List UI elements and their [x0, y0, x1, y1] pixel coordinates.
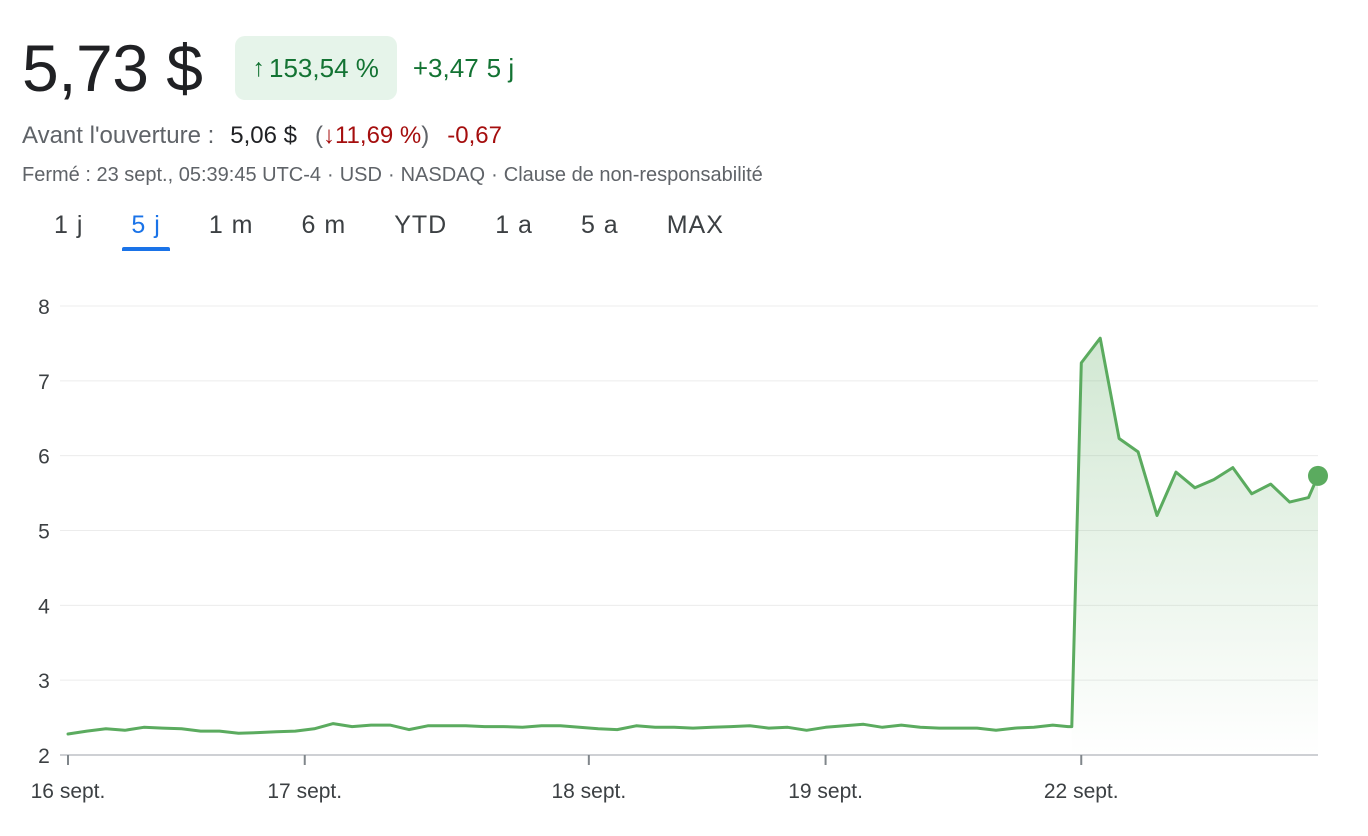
x-tick-label: 16 sept.	[31, 780, 106, 803]
x-tick-label: 17 sept.	[267, 780, 342, 803]
absolute-change-value: +3,47	[412, 52, 479, 83]
y-tick-label: 3	[38, 670, 50, 693]
x-tick-label: 18 sept.	[551, 780, 626, 803]
tab-ytd[interactable]: YTD	[394, 211, 448, 239]
gridlines	[60, 305, 1318, 756]
market-status: Fermé : 23 sept., 05:39:45 UTC-4	[22, 163, 322, 186]
price-chart[interactable]: 8 7 6 5 4 3 2 16 sept. 17 sept. 18 sept. 19 sept.…	[0, 280, 1368, 836]
meta-separator: ·	[327, 163, 334, 186]
paren-close: )	[421, 122, 430, 149]
premarket-absolute-change: -0,67	[447, 122, 502, 149]
tab-1-day[interactable]: 1 j	[54, 211, 84, 239]
y-tick-label: 5	[38, 521, 50, 544]
y-tick-label: 2	[38, 745, 50, 768]
y-tick-label: 6	[38, 446, 50, 469]
tab-5-years[interactable]: 5 a	[580, 211, 619, 239]
exchange: NASDAQ	[400, 163, 486, 186]
market-meta: Fermé : 23 sept., 05:39:45 UTC-4 · USD ·…	[22, 160, 1342, 190]
tab-6-months[interactable]: 6 m	[301, 211, 347, 239]
x-tick-label: 22 sept.	[1044, 780, 1119, 803]
tab-5-days[interactable]: 5 j	[107, 205, 184, 253]
premarket-percent-value: 11,69 %	[334, 122, 422, 149]
arrow-up-icon: ↑	[252, 53, 266, 82]
tab-1-year[interactable]: 1 a	[495, 211, 533, 239]
price-row: 5,73 $ ↑ 153,54 % +3,47 5 j	[22, 22, 1342, 114]
price-area-fill	[1071, 338, 1318, 755]
y-tick-label: 4	[38, 595, 50, 618]
range-tabs: 1 j 5 j 1 m 6 m YTD 1 a 5 a MAX	[30, 205, 748, 253]
y-tick-label: 8	[38, 296, 50, 319]
x-axis-ticks: 16 sept. 17 sept. 18 sept. 19 sept. 22 sept.	[31, 755, 1119, 803]
arrow-down-icon: ↓	[322, 122, 335, 149]
quote-header: 5,73 $ ↑ 153,54 % +3,47 5 j Avant l'ouver…	[22, 22, 1342, 190]
current-price: 5,73 $	[22, 31, 203, 105]
premarket-percent-change: (↓11,69 %)	[315, 122, 429, 150]
absolute-change: +3,47 5 j	[413, 53, 514, 84]
percent-change-badge: ↑ 153,54 %	[234, 36, 397, 100]
percent-change-value: 153,54 %	[269, 52, 379, 83]
y-tick-label: 7	[38, 371, 50, 394]
meta-separator: ·	[387, 163, 395, 186]
tab-max[interactable]: MAX	[666, 211, 724, 239]
x-tick-label: 19 sept.	[788, 780, 863, 803]
meta-separator: ·	[491, 163, 498, 186]
price-line-series	[66, 336, 1320, 736]
change-period: 5 j	[486, 52, 515, 83]
premarket-row: Avant l'ouverture : 5,06 $ (↓11,69 %) -0…	[22, 118, 1342, 154]
last-price-marker[interactable]	[1308, 465, 1328, 486]
currency: USD	[339, 163, 382, 186]
tab-1-month[interactable]: 1 m	[208, 211, 254, 239]
disclaimer-link[interactable]: Clause de non-responsabilité	[503, 163, 763, 186]
premarket-price: 5,06 $	[230, 122, 297, 149]
y-axis-ticks: 8 7 6 5 4 3 2	[38, 296, 50, 768]
premarket-label: Avant l'ouverture :	[22, 122, 215, 149]
paren-open: (	[314, 122, 323, 149]
